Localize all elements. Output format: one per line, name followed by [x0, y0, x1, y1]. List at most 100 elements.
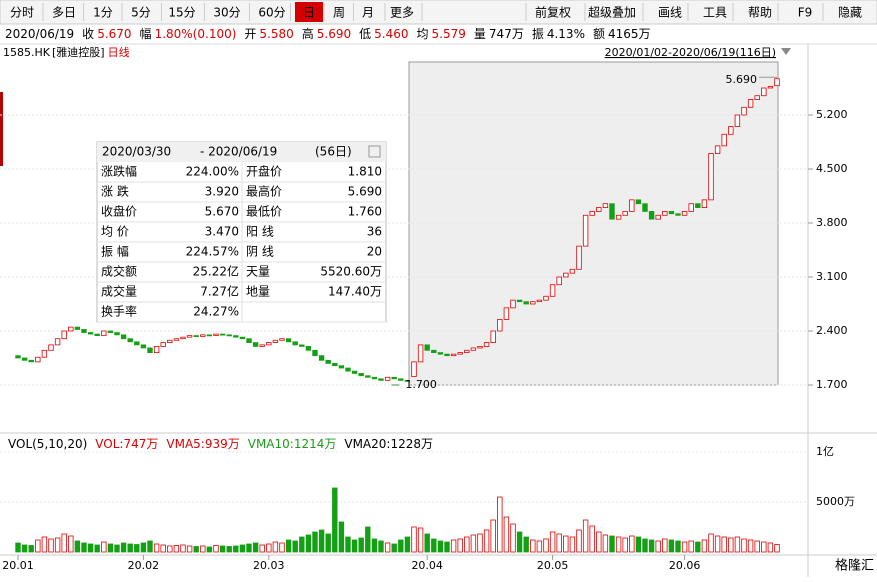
- volume-bar: [536, 540, 543, 553]
- candle-body: [483, 342, 490, 347]
- candle-body: [543, 295, 549, 301]
- volume-bar: [378, 540, 384, 553]
- volume-bar: [134, 544, 140, 553]
- candle-body: [549, 284, 556, 297]
- candle-body: [206, 334, 213, 337]
- volume-bar: [655, 540, 661, 553]
- candle-body: [81, 329, 87, 333]
- toolbar-button[interactable]: 1分: [93, 6, 113, 20]
- candle-body: [160, 342, 166, 347]
- active-tab: [295, 2, 323, 22]
- volume-bar: [81, 542, 87, 553]
- candle-body: [120, 334, 127, 340]
- volume-bar: [411, 526, 417, 553]
- candle-body: [662, 211, 668, 216]
- candle-body: [444, 353, 450, 357]
- volume-bar: [602, 534, 609, 553]
- info-value: 1.80%(0.100): [155, 27, 237, 41]
- stats-label: 最高价: [246, 184, 282, 199]
- low-label: 1.700: [405, 378, 437, 391]
- candle-body: [28, 359, 34, 363]
- volume-bar: [497, 496, 503, 553]
- candle-body: [48, 344, 54, 351]
- candle-body: [648, 211, 655, 220]
- toolbar-button[interactable]: 30分: [213, 6, 240, 20]
- stats-label: 均 价: [101, 225, 129, 239]
- volume-bar: [61, 533, 67, 553]
- candle-body: [563, 272, 569, 278]
- candle-body: [589, 211, 595, 216]
- dropdown-icon[interactable]: [781, 48, 791, 55]
- info-value: 4165万: [608, 27, 651, 41]
- volume-bar: [431, 538, 437, 553]
- candle-body: [754, 95, 760, 100]
- toolbar-button[interactable]: 60分: [258, 6, 285, 20]
- volume-bar: [437, 540, 444, 553]
- toolbar-button[interactable]: 超级叠加: [588, 5, 636, 20]
- volume-bar: [219, 545, 226, 553]
- volume-bar: [576, 529, 582, 553]
- toolbar-button[interactable]: 画线: [658, 6, 682, 20]
- legend-item: VOL:747万: [95, 437, 158, 451]
- volume-bar: [510, 523, 516, 553]
- volume-bar: [140, 542, 147, 553]
- stats-value: 224.57%: [186, 245, 239, 259]
- candle-body: [351, 370, 358, 374]
- volume-bar: [609, 535, 615, 553]
- volume-bar: [635, 536, 642, 553]
- toolbar-button[interactable]: 隐藏: [838, 6, 862, 20]
- toolbar-button[interactable]: 工具: [703, 6, 727, 20]
- x-tick-label: 20.03: [253, 559, 285, 572]
- candle-body: [233, 335, 239, 338]
- volume-bar: [193, 546, 199, 553]
- info-value: 5.460: [374, 27, 408, 41]
- candle-body: [464, 349, 470, 353]
- toolbar-button[interactable]: 月: [362, 6, 374, 20]
- toolbar-button[interactable]: 15分: [168, 6, 195, 20]
- candle-body: [35, 356, 41, 363]
- volume-bar: [358, 537, 364, 553]
- toolbar-button[interactable]: 更多: [390, 6, 414, 20]
- volume-bar: [285, 539, 292, 553]
- volume-bar: [424, 533, 430, 553]
- toolbar-button[interactable]: 分时: [10, 6, 34, 20]
- stats-label: 最低价: [246, 205, 282, 219]
- toolbar-button[interactable]: 帮助: [748, 6, 772, 20]
- volume-bar: [101, 541, 107, 553]
- volume-bar: [153, 543, 160, 553]
- y-tick-label: 3.800: [816, 216, 848, 229]
- candle-body: [431, 349, 437, 353]
- info-value: 4.13%: [547, 27, 585, 41]
- volume-bar: [774, 544, 780, 553]
- candle-body: [285, 338, 292, 343]
- candle-body: [246, 338, 252, 343]
- stock-title: 1585.HK [雅迪控股] 日线: [3, 45, 130, 59]
- candle-body: [127, 338, 133, 343]
- volume-bar: [556, 533, 562, 553]
- volume-bar: [754, 540, 760, 553]
- toolbar-button[interactable]: 前复权: [535, 5, 571, 20]
- candle-body: [167, 339, 173, 343]
- toolbar-button[interactable]: 周: [333, 6, 345, 20]
- volume-bar: [299, 536, 305, 553]
- stats-label: 阴 线: [246, 245, 274, 259]
- volume-bar: [648, 539, 655, 553]
- stats-value: 7.27亿: [200, 284, 239, 299]
- volume-bar: [582, 519, 589, 553]
- toolbar-button[interactable]: 日: [303, 6, 315, 20]
- volume-bar: [417, 527, 424, 553]
- volume-bar: [589, 525, 595, 553]
- candle-body: [741, 106, 747, 116]
- stats-header: [97, 142, 386, 162]
- info-label: 均: [417, 27, 429, 41]
- toolbar-button[interactable]: F9: [798, 6, 813, 20]
- info-label: 收: [82, 27, 94, 41]
- toolbar: [0, 0, 877, 25]
- candle-body: [668, 211, 675, 215]
- info-label: 幅: [140, 26, 152, 41]
- toolbar-button[interactable]: 5分: [131, 6, 151, 20]
- volume-bar: [622, 537, 628, 553]
- close-button[interactable]: [368, 145, 381, 158]
- candle-body: [21, 357, 28, 361]
- toolbar-button[interactable]: 多日: [52, 6, 76, 20]
